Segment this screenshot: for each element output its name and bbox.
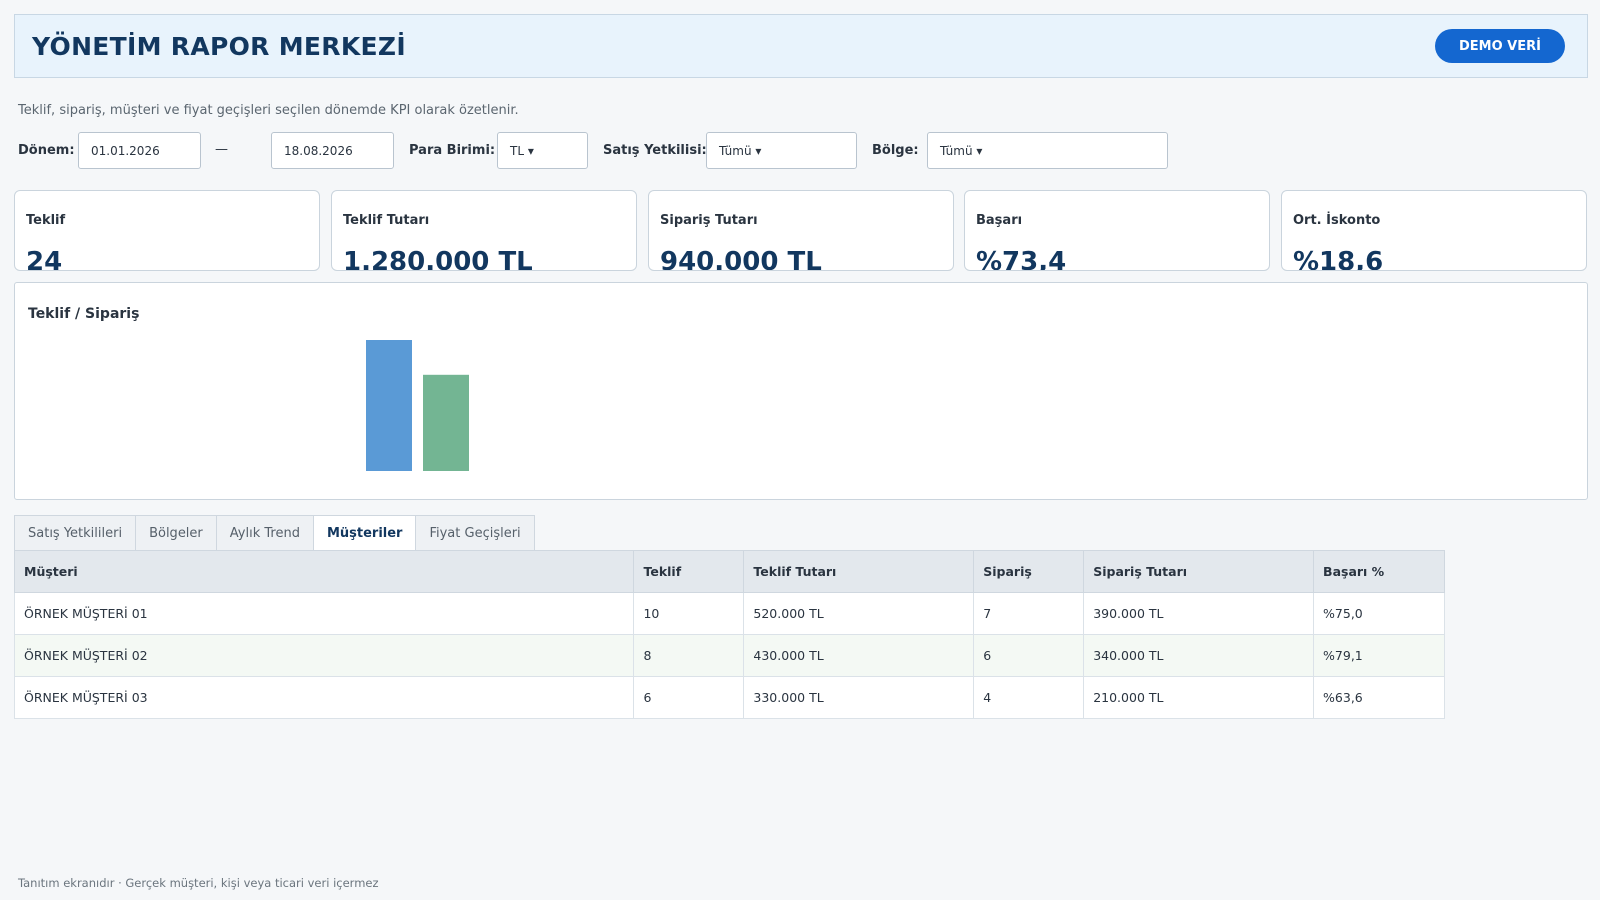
cell-offer: 10 <box>633 592 745 635</box>
cell-offer: 6 <box>633 676 745 719</box>
kpi-value: 940.000 TL <box>660 247 822 271</box>
page-title: YÖNETİM RAPOR MERKEZİ <box>32 32 406 61</box>
column-header-success-rate[interactable]: Başarı % <box>1313 550 1445 593</box>
app-header: YÖNETİM RAPOR MERKEZİ DEMO VERİ <box>14 14 1588 78</box>
period-label: Dönem: <box>18 143 75 158</box>
table-header-row: Müşteri Teklif Teklif Tutarı Sipariş Sip… <box>13 550 1445 593</box>
cell-customer: ÖRNEK MÜŞTERİ 03 <box>13 676 635 719</box>
sales-rep-label: Satış Yetkilisi: <box>603 143 707 158</box>
report-tabs: Satış Yetkilileri Bölgeler Aylık Trend M… <box>14 515 535 551</box>
chart-bar-order <box>423 374 469 471</box>
cell-order: 7 <box>973 592 1085 635</box>
kpi-card-avg-discount: Ort. İskonto %18,6 <box>1281 190 1587 271</box>
cell-offer-amount: 520.000 TL <box>743 592 975 635</box>
cell-order-amount: 390.000 TL <box>1083 592 1315 635</box>
footer-note: Tanıtım ekranıdır · Gerçek müşteri, kişi… <box>18 876 379 890</box>
currency-label: Para Birimi: <box>409 143 496 158</box>
cell-success-rate: %75,0 <box>1313 592 1445 635</box>
cell-order: 6 <box>973 634 1085 677</box>
kpi-label: Başarı <box>976 213 1023 228</box>
tab-monthly-trend[interactable]: Aylık Trend <box>215 515 314 551</box>
kpi-value: 1.280.000 TL <box>343 247 533 271</box>
tab-sales-reps[interactable]: Satış Yetkilileri <box>14 515 137 551</box>
end-date-input[interactable]: 18.08.2026 <box>271 132 394 169</box>
column-header-offer-amount[interactable]: Teklif Tutarı <box>743 550 975 593</box>
offer-order-chart-card: Teklif / Sipariş <box>14 282 1588 500</box>
kpi-card-offer-amount: Teklif Tutarı 1.280.000 TL <box>331 190 637 271</box>
tab-customers[interactable]: Müşteriler <box>312 515 417 551</box>
table-row[interactable]: ÖRNEK MÜŞTERİ 01 10 520.000 TL 7 390.000… <box>13 592 1445 635</box>
column-header-customer[interactable]: Müşteri <box>13 550 635 593</box>
kpi-label: Ort. İskonto <box>1293 213 1381 228</box>
kpi-value: %18,6 <box>1293 247 1384 271</box>
page-description: Teklif, sipariş, müşteri ve fiyat geçişl… <box>18 103 519 118</box>
cell-success-rate: %63,6 <box>1313 676 1445 719</box>
kpi-value: 24 <box>26 247 63 271</box>
column-header-offer[interactable]: Teklif <box>633 550 745 593</box>
table-row[interactable]: ÖRNEK MÜŞTERİ 03 6 330.000 TL 4 210.000 … <box>13 676 1445 719</box>
date-range-separator: — <box>215 142 228 157</box>
kpi-card-offers: Teklif 24 <box>14 190 320 271</box>
cell-order: 4 <box>973 676 1085 719</box>
cell-order-amount: 340.000 TL <box>1083 634 1315 677</box>
tab-regions[interactable]: Bölgeler <box>135 515 217 551</box>
offer-order-chart <box>366 340 469 471</box>
cell-offer: 8 <box>633 634 745 677</box>
kpi-card-success: Başarı %73,4 <box>964 190 1270 271</box>
customers-table: Müşteri Teklif Teklif Tutarı Sipariş Sip… <box>13 550 1445 719</box>
start-date-input[interactable]: 01.01.2026 <box>78 132 201 169</box>
cell-offer-amount: 430.000 TL <box>743 634 975 677</box>
kpi-card-order-amount: Sipariş Tutarı 940.000 TL <box>648 190 954 271</box>
region-select[interactable]: Tümü ▾ <box>927 132 1168 169</box>
region-label: Bölge: <box>872 143 919 158</box>
tab-price-transitions[interactable]: Fiyat Geçişleri <box>415 515 535 551</box>
chart-title: Teklif / Sipariş <box>28 306 140 322</box>
column-header-order[interactable]: Sipariş <box>973 550 1085 593</box>
table-row[interactable]: ÖRNEK MÜŞTERİ 02 8 430.000 TL 6 340.000 … <box>13 634 1445 677</box>
kpi-label: Sipariş Tutarı <box>660 213 758 228</box>
kpi-label: Teklif Tutarı <box>343 213 430 228</box>
column-header-order-amount[interactable]: Sipariş Tutarı <box>1083 550 1315 593</box>
kpi-label: Teklif <box>26 213 66 228</box>
demo-data-button[interactable]: DEMO VERİ <box>1435 29 1565 63</box>
cell-order-amount: 210.000 TL <box>1083 676 1315 719</box>
sales-rep-select[interactable]: Tümü ▾ <box>706 132 857 169</box>
cell-customer: ÖRNEK MÜŞTERİ 02 <box>13 634 635 677</box>
cell-offer-amount: 330.000 TL <box>743 676 975 719</box>
cell-customer: ÖRNEK MÜŞTERİ 01 <box>13 592 635 635</box>
kpi-value: %73,4 <box>976 247 1067 271</box>
cell-success-rate: %79,1 <box>1313 634 1445 677</box>
currency-select[interactable]: TL ▾ <box>497 132 588 169</box>
chart-bar-offer <box>366 340 412 471</box>
